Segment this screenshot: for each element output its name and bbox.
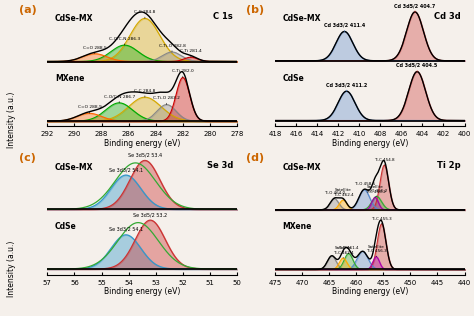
Text: Satellite
Ti-C 456.3: Satellite Ti-C 456.3: [366, 245, 387, 257]
Text: Se 3d: Se 3d: [207, 161, 233, 170]
Text: C 1s: C 1s: [213, 12, 233, 21]
Text: CdSe: CdSe: [55, 222, 77, 231]
Text: Ti-O 464.0: Ti-O 464.0: [324, 191, 345, 199]
Text: Ti 2p: Ti 2p: [437, 161, 461, 170]
X-axis label: Binding energy (eV): Binding energy (eV): [104, 287, 181, 296]
Text: (d): (d): [246, 154, 264, 163]
Text: MXene: MXene: [55, 74, 84, 83]
Text: Se 3d5/2 53.2: Se 3d5/2 53.2: [133, 212, 167, 220]
Text: Se 3d3/2 54.1: Se 3d3/2 54.1: [109, 227, 143, 235]
Text: Cd 3d3/2 411.2: Cd 3d3/2 411.2: [326, 82, 367, 91]
Text: MXene: MXene: [283, 222, 312, 231]
Text: C-O/C-N 286.7: C-O/C-N 286.7: [103, 94, 135, 103]
Text: Cd 3d5/2 404.5: Cd 3d5/2 404.5: [396, 63, 438, 72]
Text: Ti-C 461.4: Ti-C 461.4: [338, 246, 359, 254]
Text: CdSe: CdSe: [283, 74, 304, 83]
Text: (a): (a): [19, 5, 36, 15]
Text: C=O 288.5: C=O 288.5: [83, 46, 107, 54]
Text: CdSe-MX: CdSe-MX: [283, 162, 321, 172]
Text: Satellite
Ti-C 462.4: Satellite Ti-C 462.4: [333, 246, 354, 258]
Text: Se 3d5/2 53.4: Se 3d5/2 53.4: [128, 153, 162, 161]
Text: Cd 3d3/2 411.4: Cd 3d3/2 411.4: [324, 22, 365, 32]
X-axis label: Binding energy (eV): Binding energy (eV): [104, 139, 181, 148]
Text: Satellite
Ti-C 462.4: Satellite Ti-C 462.4: [333, 188, 354, 200]
Text: CdSe-MX: CdSe-MX: [283, 14, 321, 23]
Text: (b): (b): [246, 5, 264, 15]
Text: (c): (c): [19, 154, 36, 163]
Text: C-Ti 281.4: C-Ti 281.4: [180, 49, 202, 57]
Text: C-Ti-O 282.8: C-Ti-O 282.8: [159, 44, 185, 52]
Text: C-C 284.8: C-C 284.8: [134, 89, 155, 97]
Text: CdSe-MX: CdSe-MX: [55, 14, 93, 23]
Text: C-C 284.8: C-C 284.8: [134, 10, 155, 18]
Text: Intensity (a.u.): Intensity (a.u.): [7, 240, 16, 297]
X-axis label: Binding energy (eV): Binding energy (eV): [331, 139, 408, 148]
Text: Ti-O 456.2: Ti-O 456.2: [366, 189, 387, 197]
Text: C-Ti-O 283.2: C-Ti-O 283.2: [153, 96, 180, 105]
X-axis label: Binding energy (eV): Binding energy (eV): [331, 287, 408, 296]
Text: Intensity (a.u.): Intensity (a.u.): [7, 92, 16, 148]
Text: CdSe-MX: CdSe-MX: [55, 162, 93, 172]
Text: C-O/C-N 286.3: C-O/C-N 286.3: [109, 37, 140, 45]
Text: Ti-C 454.8: Ti-C 454.8: [374, 158, 395, 165]
Text: Cd 3d5/2 404.7: Cd 3d5/2 404.7: [394, 3, 436, 12]
Text: Ti-C 455.3: Ti-C 455.3: [371, 216, 392, 224]
Text: Cd 3d: Cd 3d: [434, 12, 461, 21]
Text: C=O 288.9: C=O 288.9: [78, 105, 101, 113]
Text: Satellite
Ti-C 456.2: Satellite Ti-C 456.2: [365, 185, 385, 198]
Text: Ti-O 458.5: Ti-O 458.5: [354, 182, 375, 190]
Text: C-Ti 282.0: C-Ti 282.0: [172, 69, 194, 77]
Text: Se 3d3/2 54.1: Se 3d3/2 54.1: [109, 167, 143, 175]
